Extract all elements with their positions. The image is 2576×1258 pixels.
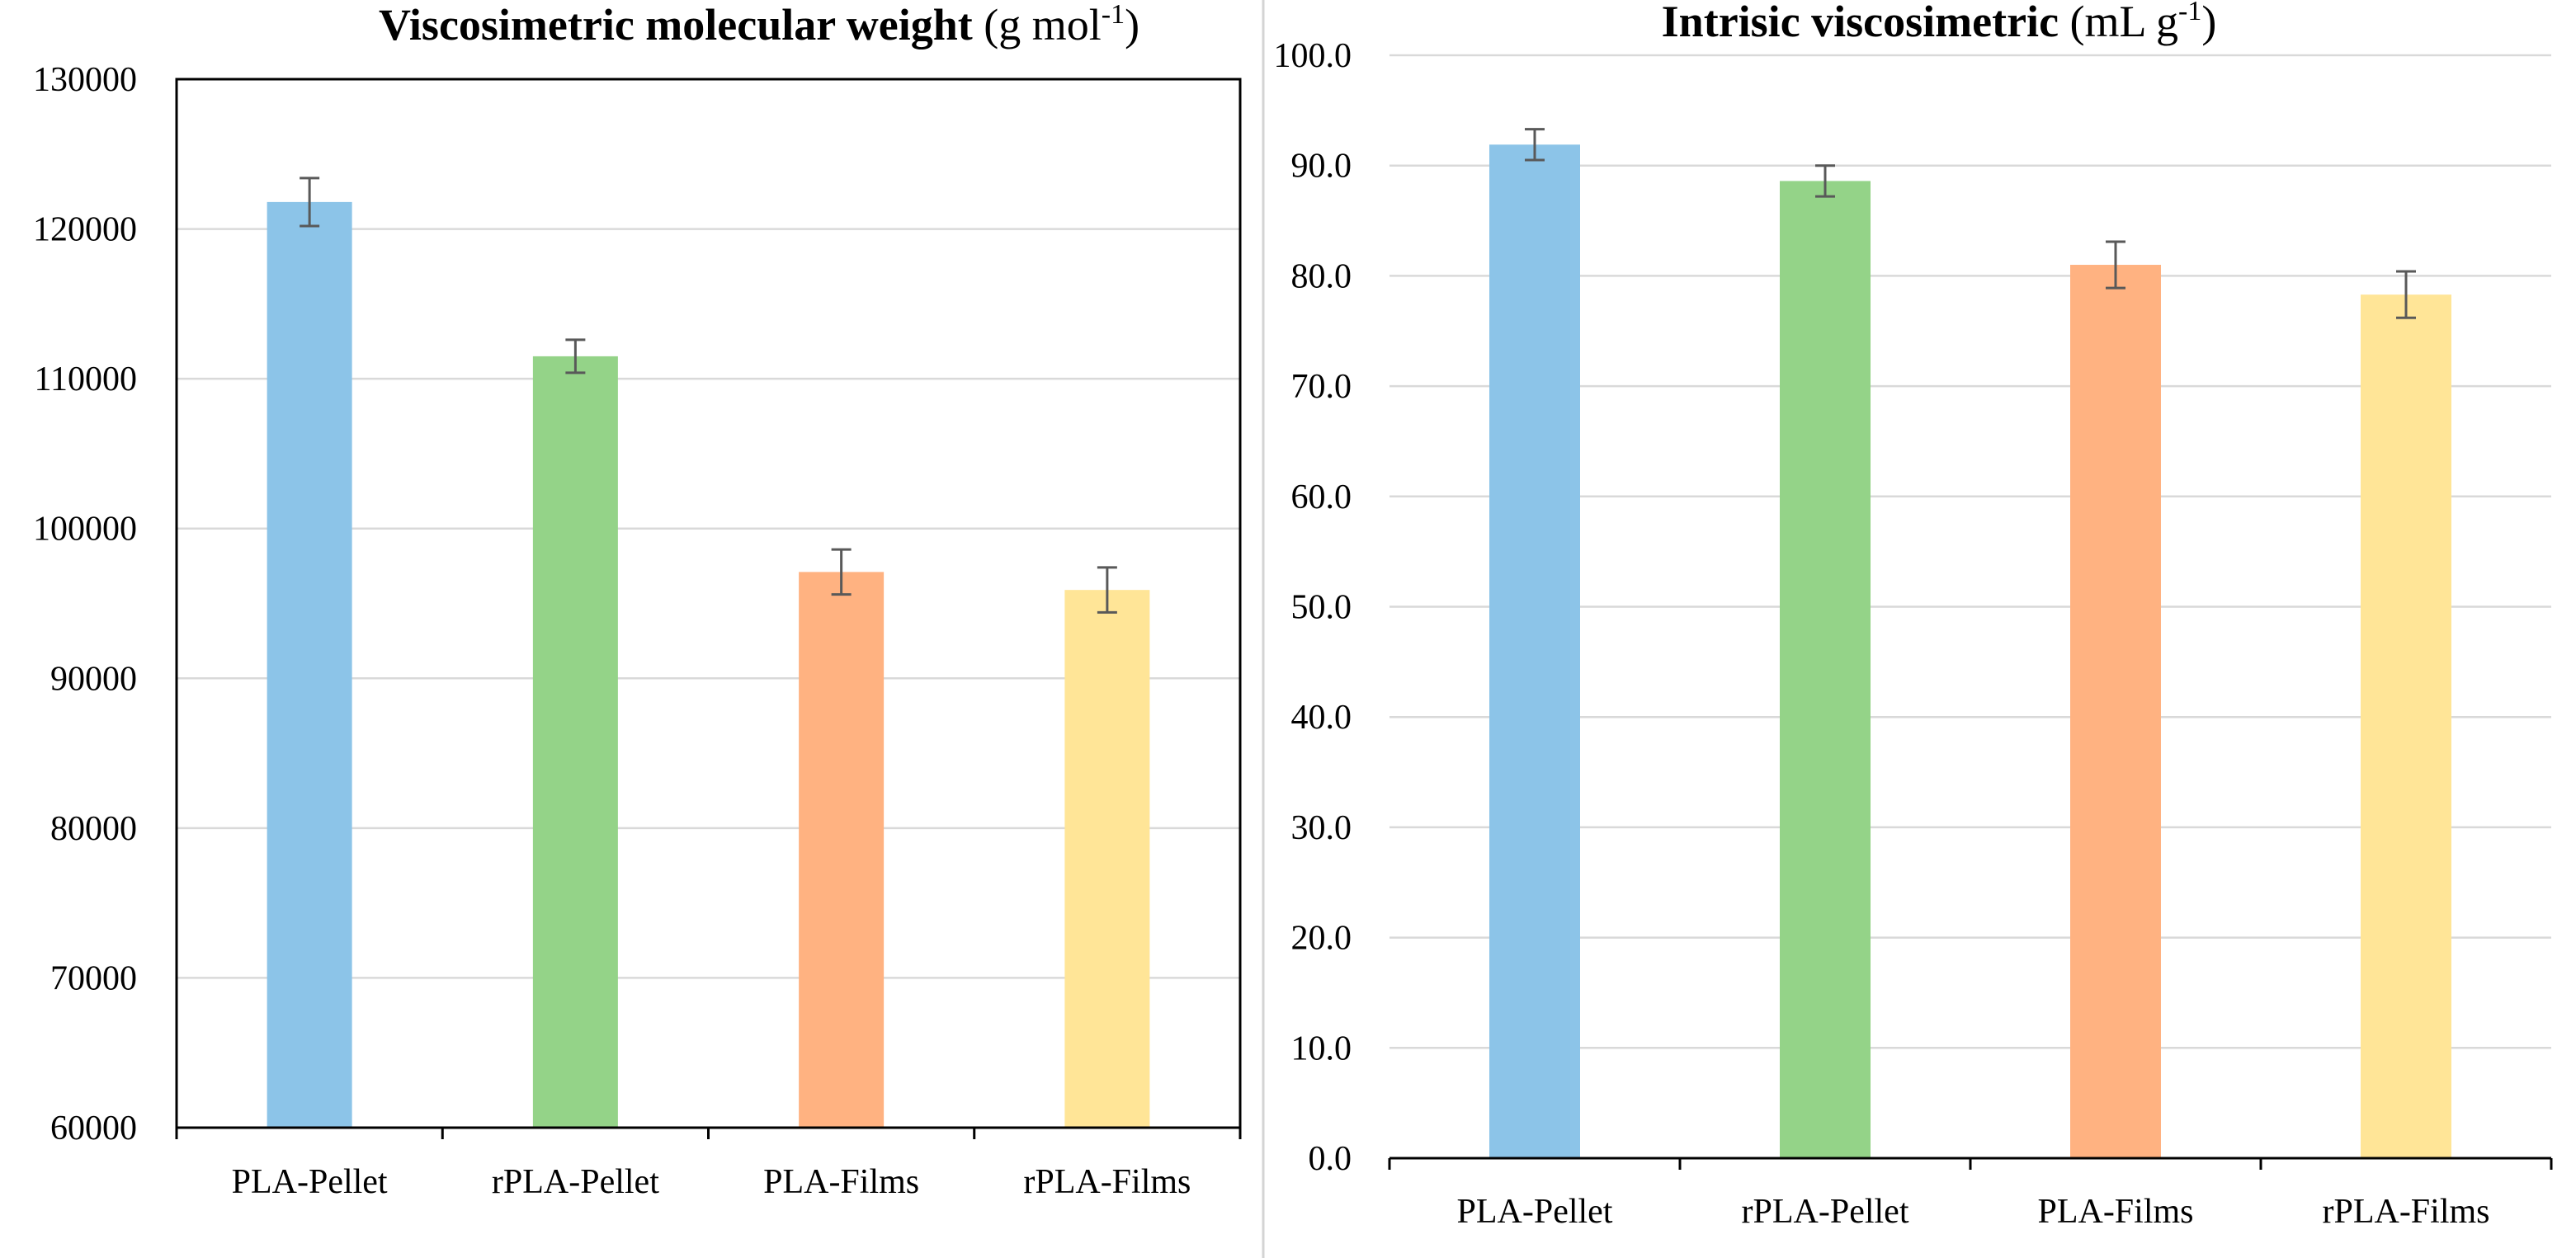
chart-2-x-tick-labels: PLA-Pellet rPLA-Pellet PLA-Films rPLA-Films (1457, 1193, 2490, 1231)
chart-2-title: Intrisic viscosimetric (mL g-1) (1662, 0, 2217, 46)
chart-2-y-tick-labels: 0.0 10.0 20.0 30.0 40.0 50.0 60.0 70.0 80.0 90.0 1… (1274, 37, 1352, 1178)
bar-pla-pellet (267, 201, 352, 1128)
y-tick-label: 30.0 (1291, 809, 1352, 847)
chart-2-plot-frame (1388, 1157, 2553, 1170)
chart-molecular-weight: Viscosimetric molecular weight (g mol-1)… (33, 0, 1242, 1201)
bar-rpla-films (2361, 294, 2451, 1158)
x-tick-label: rPLA-Films (1023, 1163, 1191, 1201)
y-tick-label: 70.0 (1291, 368, 1352, 406)
y-tick-label: 130000 (33, 61, 137, 99)
y-tick-label: 90.0 (1291, 148, 1352, 186)
y-tick-label: 20.0 (1291, 920, 1352, 958)
chart-1-x-tick-labels: PLA-Pellet rPLA-Pellet PLA-Films rPLA-Films (232, 1163, 1191, 1201)
chart-1-title: Viscosimetric molecular weight (g mol-1) (379, 0, 1139, 49)
x-tick-label: rPLA-Pellet (492, 1163, 659, 1201)
y-tick-label: 90000 (50, 660, 137, 698)
bar-rpla-pellet (1780, 181, 1871, 1159)
error-bar-pla-pellet (1525, 128, 1545, 162)
y-tick-label: 0.0 (1309, 1140, 1352, 1178)
x-tick-label: PLA-Pellet (1457, 1193, 1613, 1231)
chart-2-gridlines (1389, 54, 2551, 1049)
chart-2-bars (1489, 144, 2451, 1159)
y-tick-label: 70000 (50, 959, 137, 997)
y-tick-label: 60.0 (1291, 478, 1352, 516)
x-tick-label: PLA-Films (763, 1163, 919, 1201)
error-bar-pla-films (2106, 240, 2125, 290)
chart-2-error-bars (1525, 128, 2416, 319)
x-tick-label: PLA-Pellet (232, 1163, 388, 1201)
y-tick-label: 100.0 (1274, 37, 1352, 75)
chart-intrinsic-viscosity: Intrisic viscosimetric (mL g-1) 0.0 10.0 2… (1274, 0, 2553, 1231)
error-bar-rpla-pellet (1815, 164, 1835, 198)
y-tick-label: 40.0 (1291, 699, 1352, 737)
error-bar-pla-pellet (300, 177, 320, 228)
chart-1-bars (267, 201, 1150, 1128)
error-bar-pla-films (831, 548, 852, 596)
chart-1-plot-frame (175, 78, 1242, 1139)
x-tick-label: rPLA-Pellet (1742, 1193, 1909, 1231)
y-tick-label: 80.0 (1291, 257, 1352, 295)
y-tick-label: 120000 (33, 211, 137, 249)
x-tick-label: PLA-Films (2037, 1193, 2193, 1231)
y-tick-label: 50.0 (1291, 589, 1352, 627)
chart-1-y-tick-labels: 60000 70000 80000 90000 100000 110000 120000 13… (33, 61, 137, 1147)
bar-rpla-films (1064, 590, 1150, 1128)
chart-1-error-bars (300, 177, 1117, 614)
y-tick-label: 80000 (50, 810, 137, 848)
error-bar-rpla-films (1097, 566, 1117, 614)
bar-pla-pellet (1489, 144, 1580, 1158)
error-bar-rpla-films (2396, 270, 2416, 319)
bar-pla-films (2070, 265, 2161, 1158)
bar-pla-films (799, 572, 885, 1128)
bar-rpla-pellet (532, 356, 618, 1128)
y-tick-label: 10.0 (1291, 1029, 1352, 1067)
y-tick-label: 110000 (35, 360, 137, 398)
x-tick-label: rPLA-Films (2322, 1193, 2489, 1231)
y-tick-label: 100000 (33, 511, 137, 549)
y-tick-label: 60000 (50, 1110, 137, 1147)
error-bar-rpla-pellet (565, 338, 586, 375)
